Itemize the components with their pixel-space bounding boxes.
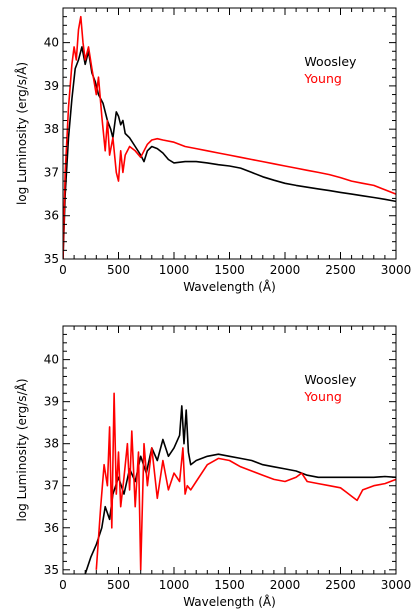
legend-entry-young: Young <box>303 389 341 404</box>
x-axis-label: Wavelength (Å) <box>183 279 276 294</box>
x-tick-label: 2000 <box>270 578 301 592</box>
y-tick-label: 40 <box>44 36 59 50</box>
legend-entry-young: Young <box>303 71 341 86</box>
series-line-young <box>63 15 396 259</box>
x-axis-label: Wavelength (Å) <box>183 594 276 609</box>
x-tick-label: 1000 <box>159 263 190 277</box>
x-tick-label: 0 <box>59 263 67 277</box>
x-tick-label: 1500 <box>214 578 245 592</box>
y-tick-label: 36 <box>44 209 59 223</box>
y-tick-label: 38 <box>44 122 59 136</box>
x-tick-label: 3000 <box>381 263 412 277</box>
y-tick-label: 40 <box>44 353 59 367</box>
legend-entry-woosley: Woosley <box>304 54 357 69</box>
x-tick-label: 2500 <box>325 263 356 277</box>
chart-panel-2: 0 500 1000 1500 2000 2500 3000 35 36 37 38 39 40 Wave… <box>14 325 412 609</box>
x-tick-label: 2500 <box>325 578 356 592</box>
x-tick-label: 0 <box>59 578 67 592</box>
y-tick-label: 37 <box>44 479 59 493</box>
x-tick-label: 2000 <box>270 263 301 277</box>
series-line-woosley <box>63 46 396 259</box>
x-tick-label: 3000 <box>381 578 412 592</box>
series-line-woosley <box>84 405 396 574</box>
y-tick-label: 36 <box>44 521 59 535</box>
y-tick-label: 38 <box>44 437 59 451</box>
y-tick-label: 39 <box>44 395 59 409</box>
y-axis-label: log Luminosity (erg/s/Å) <box>14 379 29 522</box>
series-line-young <box>95 392 396 571</box>
y-tick-label: 35 <box>44 563 59 577</box>
x-tick-label: 500 <box>107 578 130 592</box>
y-tick-label: 37 <box>44 165 59 179</box>
legend-entry-woosley: Woosley <box>304 372 357 387</box>
y-axis-label: log Luminosity (erg/s/Å) <box>14 62 29 205</box>
y-tick-label: 35 <box>44 252 59 266</box>
chart-panel-1: 0 500 1000 1500 2000 2500 3000 35 36 37 38 39 40 Wave… <box>14 7 412 294</box>
x-tick-label: 1000 <box>159 578 190 592</box>
x-tick-label: 500 <box>107 263 130 277</box>
x-tick-label: 1500 <box>214 263 245 277</box>
y-tick-label: 39 <box>44 79 59 93</box>
